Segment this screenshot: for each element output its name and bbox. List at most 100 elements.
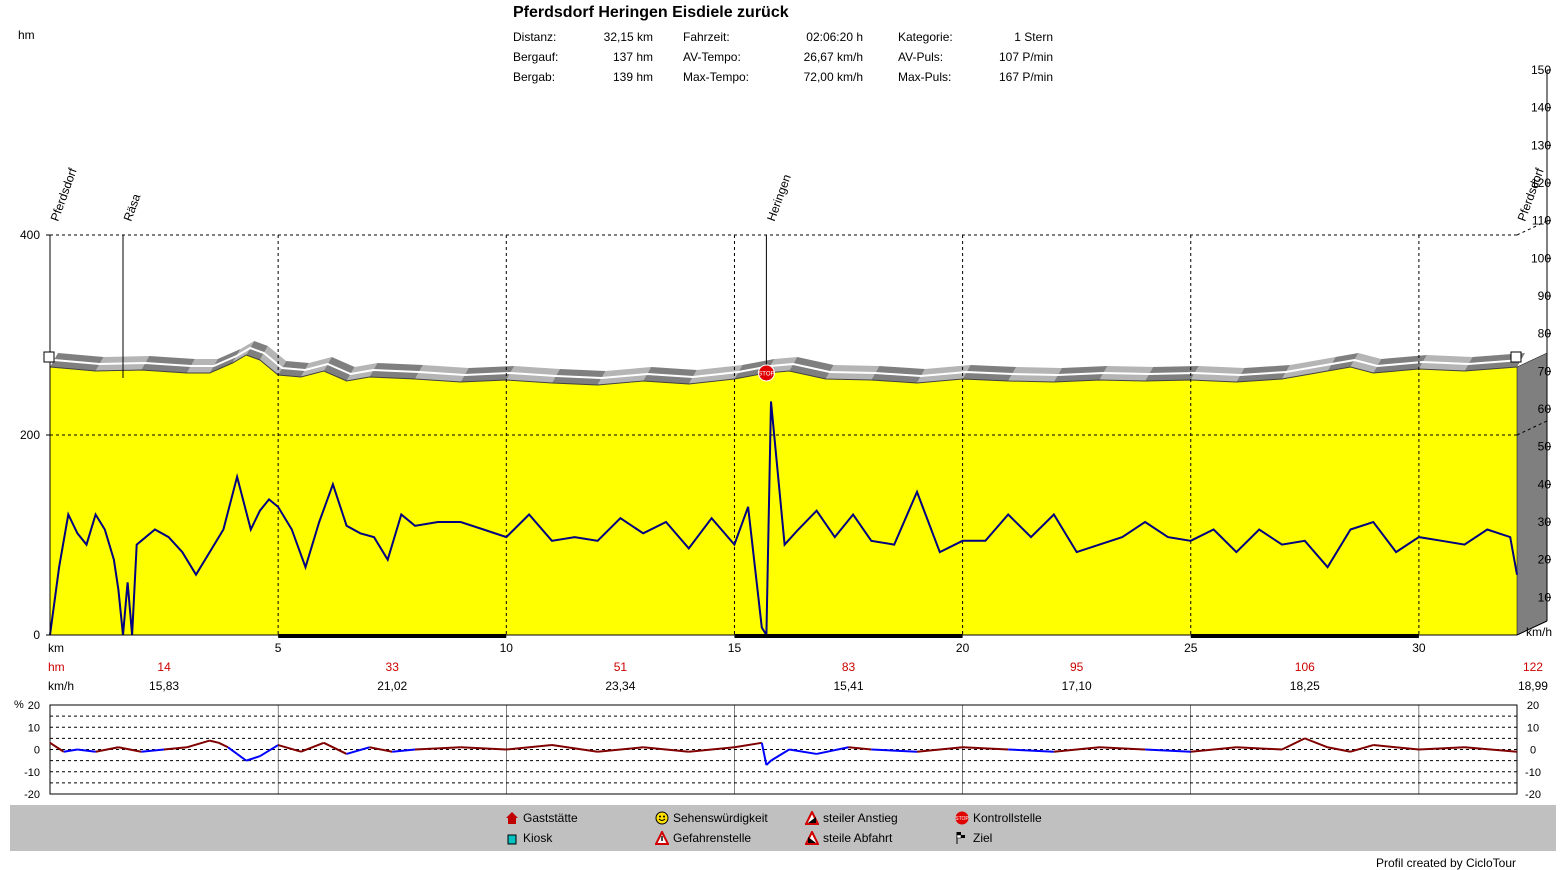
stat-value: 137 hm bbox=[612, 50, 653, 64]
gradient-segment bbox=[141, 748, 165, 753]
stat-label: Max-Tempo: bbox=[683, 70, 750, 84]
gradient-segment bbox=[597, 746, 644, 753]
stat-label: Max-Puls: bbox=[898, 70, 952, 84]
kiosk-icon bbox=[505, 831, 521, 847]
start-marker-icon bbox=[43, 351, 55, 363]
y-right-tick-label: 70 bbox=[1538, 364, 1552, 378]
summary-kmh-value: 23,34 bbox=[605, 679, 635, 693]
gradient-segment bbox=[300, 741, 325, 753]
gradient-segment bbox=[346, 746, 370, 755]
stat-label: Kategorie: bbox=[898, 30, 953, 44]
road-band bbox=[50, 341, 1525, 385]
house-icon bbox=[505, 811, 521, 827]
gradient-segment bbox=[1373, 744, 1419, 751]
gradient-tick-label: -20 bbox=[24, 789, 40, 801]
summary-kmh-label: km/h bbox=[48, 679, 74, 693]
gradient-segment bbox=[789, 748, 817, 755]
stat-value: 139 hm bbox=[612, 70, 653, 84]
gradient-segment bbox=[962, 746, 1009, 751]
x-tick-label: 5 bbox=[275, 641, 282, 655]
stat-label: Fahrzeit: bbox=[683, 30, 730, 44]
gradient-tick-label: 10 bbox=[28, 722, 40, 734]
gradient-segment bbox=[1190, 746, 1237, 753]
gradient-segment bbox=[1145, 748, 1191, 753]
warning-icon bbox=[654, 829, 671, 847]
elevation-area bbox=[50, 355, 1517, 635]
stat-value: 167 P/min bbox=[998, 70, 1053, 84]
smiley-icon bbox=[655, 811, 671, 827]
legend-item-label: steiler Anstieg bbox=[823, 811, 898, 825]
gradient-segment bbox=[1099, 746, 1146, 751]
gradient-tick-label-right: 10 bbox=[1527, 722, 1539, 734]
legend-item-label: steile Abfahrt bbox=[823, 831, 893, 845]
speed-line bbox=[49, 401, 1518, 639]
stat-value: 107 P/min bbox=[998, 50, 1053, 64]
x-axis-label: km bbox=[48, 641, 64, 655]
summary-kmh-value: 15,41 bbox=[834, 679, 864, 693]
gradient-segment bbox=[1418, 746, 1465, 751]
gradient-segment bbox=[49, 741, 65, 753]
gradient-segment bbox=[1053, 746, 1100, 753]
y-right-tick-label: 20 bbox=[1538, 553, 1552, 567]
legend-item-label: Kiosk bbox=[523, 831, 553, 845]
stat-label: Bergauf: bbox=[513, 50, 559, 64]
y-tick-label: 0 bbox=[33, 628, 40, 642]
summary-hm-value: 106 bbox=[1295, 660, 1315, 674]
summary-kmh-value: 18,99 bbox=[1518, 679, 1548, 693]
right-wall-base bbox=[1516, 620, 1548, 636]
credit-text: Profil created by CicloTour bbox=[1375, 856, 1516, 870]
y-right-tick-label: 110 bbox=[1532, 214, 1551, 228]
x-axis-segment bbox=[278, 634, 507, 638]
y-right-tick-label: 60 bbox=[1538, 402, 1552, 416]
stat-value: 32,15 km bbox=[603, 30, 653, 44]
stat-value: 26,67 km/h bbox=[803, 50, 863, 64]
gradient-segment bbox=[1304, 737, 1328, 749]
road-center-line bbox=[53, 346, 1522, 380]
gradient-segment bbox=[760, 742, 768, 766]
y-right-tick-label: 10 bbox=[1538, 590, 1552, 604]
gradient-segment bbox=[643, 746, 689, 753]
waypoint-label: Pferdsdorf bbox=[48, 166, 80, 223]
stop-icon: STOP bbox=[955, 811, 971, 827]
gradient-segment bbox=[1464, 746, 1518, 753]
y-right-tick-label: 150 bbox=[1531, 63, 1551, 77]
finish-flag-icon bbox=[1510, 351, 1522, 363]
steep-descent-icon bbox=[804, 829, 821, 847]
gradient-segment bbox=[163, 746, 187, 751]
y-right-axis-label: km/h bbox=[1526, 625, 1552, 639]
stat-value: 1 Stern bbox=[1014, 30, 1053, 44]
summary-kmh-value: 18,25 bbox=[1290, 679, 1320, 693]
y-right-tick-label: 140 bbox=[1531, 101, 1551, 115]
summary-hm-value: 33 bbox=[386, 660, 400, 674]
gradient-segment bbox=[323, 741, 348, 755]
x-axis-segment bbox=[1190, 634, 1419, 638]
x-tick-label: 20 bbox=[956, 641, 970, 655]
summary-hm-value: 95 bbox=[1070, 660, 1084, 674]
y-right-tick-label: 30 bbox=[1538, 515, 1552, 529]
gradient-segment bbox=[1327, 746, 1351, 753]
summary-kmh-value: 21,02 bbox=[377, 679, 407, 693]
y-right-tick-label: 100 bbox=[1531, 251, 1551, 265]
gradient-segment bbox=[414, 746, 461, 751]
chart-title: Pferdsdorf Heringen Eisdiele zurück bbox=[513, 4, 789, 21]
y-axis-label: hm bbox=[18, 28, 35, 42]
gradient-y-label: % bbox=[14, 699, 24, 711]
summary-hm-value: 83 bbox=[842, 660, 856, 674]
elevation-line bbox=[49, 354, 1518, 386]
y-right-tick-label: 130 bbox=[1531, 138, 1551, 152]
gradient-segment bbox=[551, 744, 598, 753]
x-tick-label: 10 bbox=[500, 641, 514, 655]
legend: Gaststätte Kiosk Sehenswürdigkeit Gefahrens… bbox=[10, 805, 1556, 851]
gradient-segment bbox=[1008, 748, 1054, 753]
stat-value: 72,00 km/h bbox=[803, 70, 863, 84]
x-tick-label: 15 bbox=[728, 641, 742, 655]
legend-item-label: Ziel bbox=[973, 831, 993, 845]
gradient-tick-label-right: -20 bbox=[1525, 789, 1541, 801]
gradient-segment bbox=[916, 746, 963, 753]
gradient-segment bbox=[369, 746, 393, 753]
gradient-segment bbox=[227, 746, 238, 755]
gradient-segment bbox=[77, 748, 96, 753]
gradient-segment bbox=[63, 748, 78, 753]
svg-text:STOP: STOP bbox=[955, 816, 969, 822]
